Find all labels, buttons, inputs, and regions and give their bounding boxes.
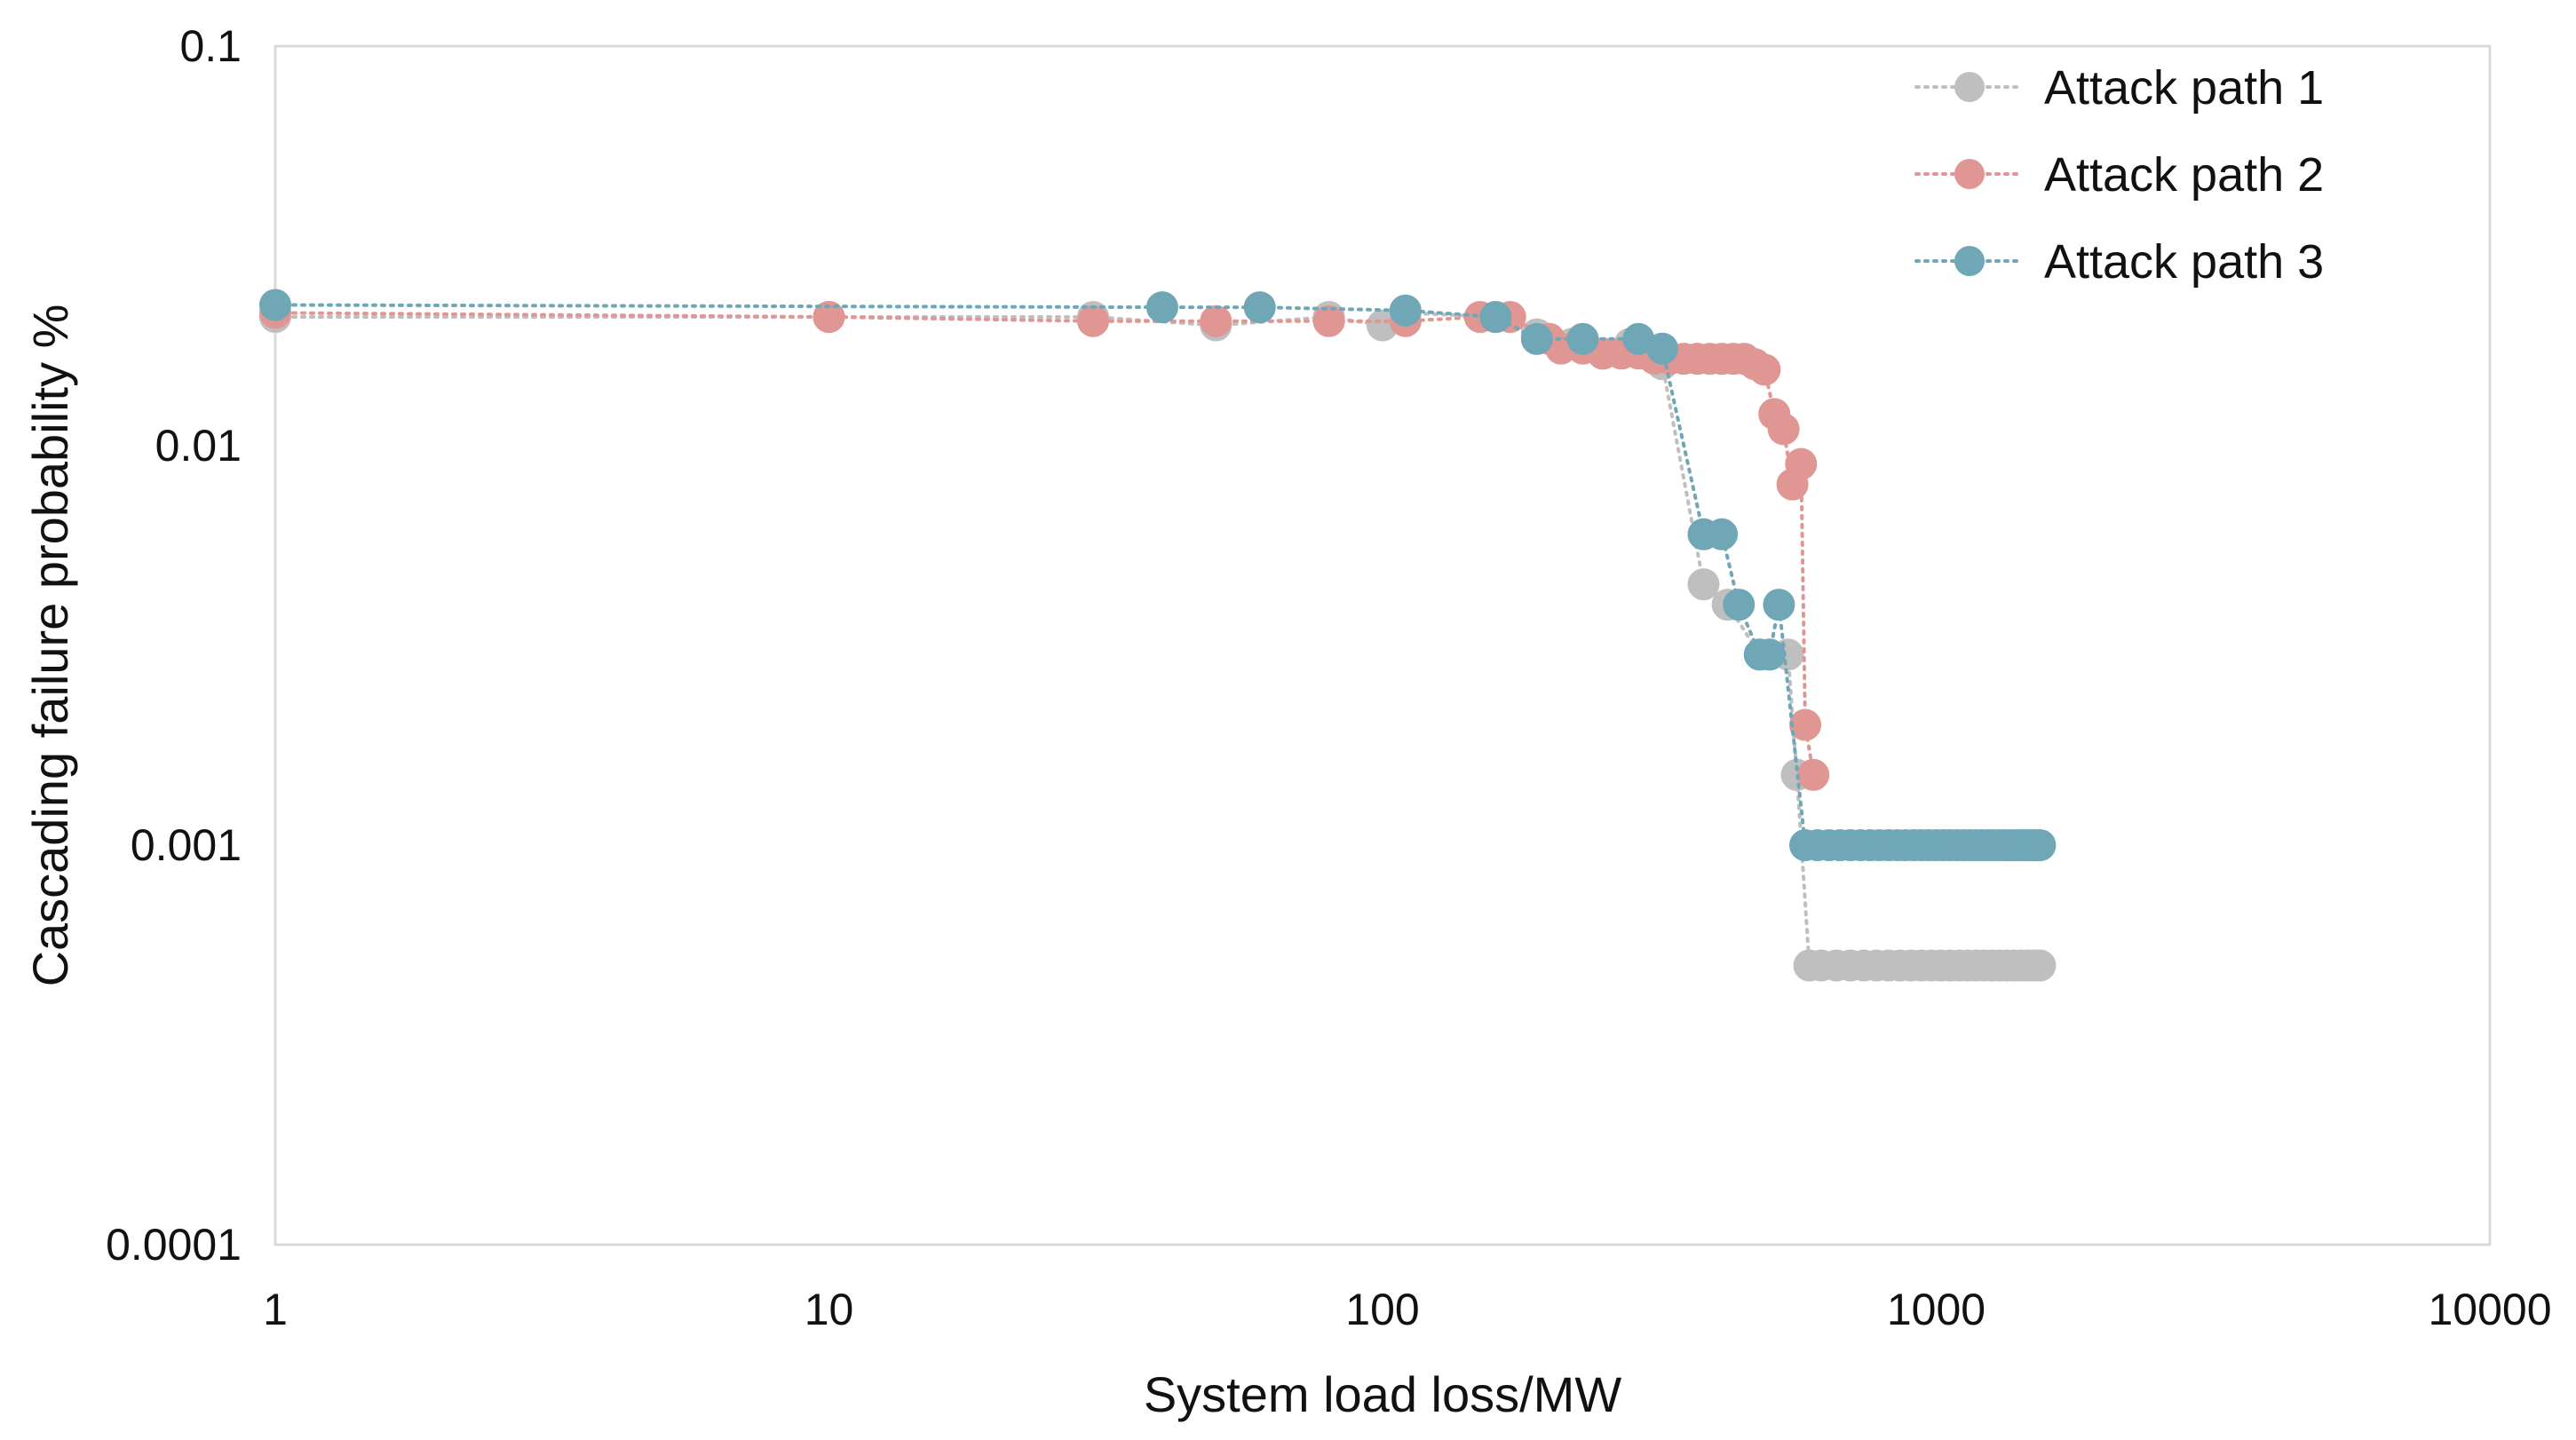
data-point xyxy=(259,289,291,321)
data-point xyxy=(1687,568,1720,601)
x-tick-label: 1000 xyxy=(1887,1285,1986,1334)
data-point xyxy=(1566,322,1599,355)
legend-marker xyxy=(1954,72,1985,102)
data-point xyxy=(1077,305,1109,337)
data-point xyxy=(1797,758,1830,791)
data-point xyxy=(1785,447,1818,480)
y-axis-title: Cascading failure probability % xyxy=(22,305,78,987)
legend-marker xyxy=(1954,159,1985,189)
data-point xyxy=(1243,291,1276,324)
data-point xyxy=(1520,322,1553,355)
y-tick-label: 0.1 xyxy=(179,21,242,71)
data-point xyxy=(1646,332,1678,365)
y-tick-label: 0.0001 xyxy=(106,1220,242,1270)
y-tick-label: 0.001 xyxy=(131,820,242,870)
x-axis-title: System load loss/MW xyxy=(1144,1366,1621,1422)
x-tick-label: 10 xyxy=(805,1285,854,1334)
data-point xyxy=(1723,589,1756,621)
data-point xyxy=(1789,708,1821,741)
legend: Attack path 1 Attack path 2 Attack path 3 xyxy=(1914,61,2324,289)
data-point xyxy=(2024,829,2057,861)
x-tick-label: 100 xyxy=(1345,1285,1419,1334)
y-axis-ticks: 0.1 0.01 0.001 0.0001 xyxy=(106,21,242,1270)
legend-marker xyxy=(1954,246,1985,276)
legend-label: Attack path 3 xyxy=(2044,235,2324,289)
plot-area xyxy=(273,44,2492,1246)
y-tick-label: 0.01 xyxy=(155,421,242,471)
data-point xyxy=(1389,294,1422,327)
series-layer xyxy=(259,289,2057,982)
data-point xyxy=(1200,305,1233,337)
data-point xyxy=(2024,949,2057,982)
data-point xyxy=(1312,305,1345,337)
data-point xyxy=(1706,518,1739,550)
data-point xyxy=(1145,291,1178,324)
data-point xyxy=(1479,301,1512,333)
data-point xyxy=(1748,353,1781,386)
series-3 xyxy=(259,289,2057,861)
data-point xyxy=(812,301,845,333)
legend-label: Attack path 1 xyxy=(2044,61,2324,115)
x-tick-label: 10000 xyxy=(2428,1285,2551,1334)
legend-label: Attack path 2 xyxy=(2044,148,2324,202)
data-point xyxy=(1753,638,1786,671)
data-point xyxy=(1767,413,1800,446)
x-tick-label: 1 xyxy=(263,1285,288,1334)
data-point xyxy=(1763,589,1795,621)
x-axis-ticks: 1 10 100 1000 10000 xyxy=(263,1285,2551,1334)
